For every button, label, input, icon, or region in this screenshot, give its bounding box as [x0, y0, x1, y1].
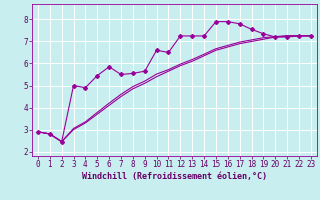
X-axis label: Windchill (Refroidissement éolien,°C): Windchill (Refroidissement éolien,°C) [82, 172, 267, 181]
